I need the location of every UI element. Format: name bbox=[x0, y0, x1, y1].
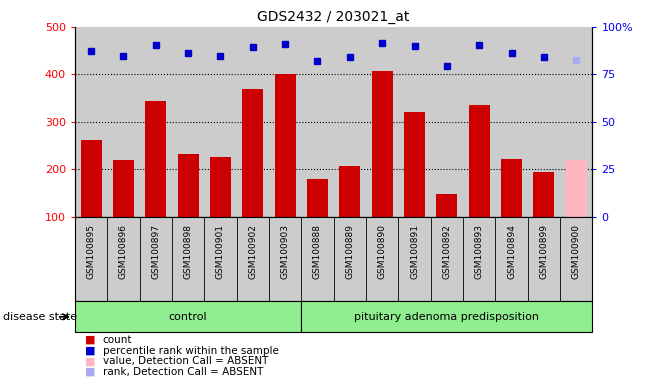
Text: percentile rank within the sample: percentile rank within the sample bbox=[103, 346, 279, 356]
Text: GSM100889: GSM100889 bbox=[345, 224, 354, 279]
Text: GSM100893: GSM100893 bbox=[475, 224, 484, 279]
Text: disease state: disease state bbox=[3, 312, 77, 322]
Bar bbox=[301, 301, 592, 332]
Text: pituitary adenoma predisposition: pituitary adenoma predisposition bbox=[354, 312, 539, 322]
Text: GSM100894: GSM100894 bbox=[507, 224, 516, 279]
Text: GSM100891: GSM100891 bbox=[410, 224, 419, 279]
Text: GSM100898: GSM100898 bbox=[184, 224, 193, 279]
Text: GSM100900: GSM100900 bbox=[572, 224, 581, 279]
Bar bbox=[178, 154, 199, 217]
Text: ■: ■ bbox=[85, 367, 95, 377]
Title: GDS2432 / 203021_at: GDS2432 / 203021_at bbox=[257, 10, 410, 25]
Text: GSM100895: GSM100895 bbox=[87, 224, 96, 279]
Bar bbox=[566, 160, 587, 217]
Text: GSM100892: GSM100892 bbox=[442, 224, 451, 279]
Bar bbox=[75, 301, 301, 332]
Text: GSM100901: GSM100901 bbox=[216, 224, 225, 279]
Bar bbox=[436, 194, 458, 217]
Bar bbox=[81, 139, 102, 217]
Bar bbox=[210, 157, 231, 217]
Bar bbox=[113, 160, 134, 217]
Text: ■: ■ bbox=[85, 346, 95, 356]
Bar bbox=[145, 101, 166, 217]
Text: GSM100902: GSM100902 bbox=[248, 224, 257, 279]
Text: GSM100890: GSM100890 bbox=[378, 224, 387, 279]
Text: GSM100897: GSM100897 bbox=[151, 224, 160, 279]
Bar bbox=[339, 166, 360, 217]
Text: GSM100888: GSM100888 bbox=[313, 224, 322, 279]
Text: value, Detection Call = ABSENT: value, Detection Call = ABSENT bbox=[103, 356, 268, 366]
Text: GSM100899: GSM100899 bbox=[540, 224, 548, 279]
Bar bbox=[372, 71, 393, 217]
Text: rank, Detection Call = ABSENT: rank, Detection Call = ABSENT bbox=[103, 367, 263, 377]
Bar bbox=[242, 89, 263, 217]
Bar bbox=[501, 159, 522, 217]
Bar bbox=[469, 105, 490, 217]
Bar bbox=[533, 172, 555, 217]
Bar bbox=[275, 74, 296, 217]
Text: count: count bbox=[103, 335, 132, 345]
Text: ■: ■ bbox=[85, 356, 95, 366]
Text: GSM100903: GSM100903 bbox=[281, 224, 290, 279]
Text: control: control bbox=[169, 312, 208, 322]
Bar bbox=[404, 113, 425, 217]
Text: GSM100896: GSM100896 bbox=[119, 224, 128, 279]
Text: ■: ■ bbox=[85, 335, 95, 345]
Bar bbox=[307, 179, 328, 217]
